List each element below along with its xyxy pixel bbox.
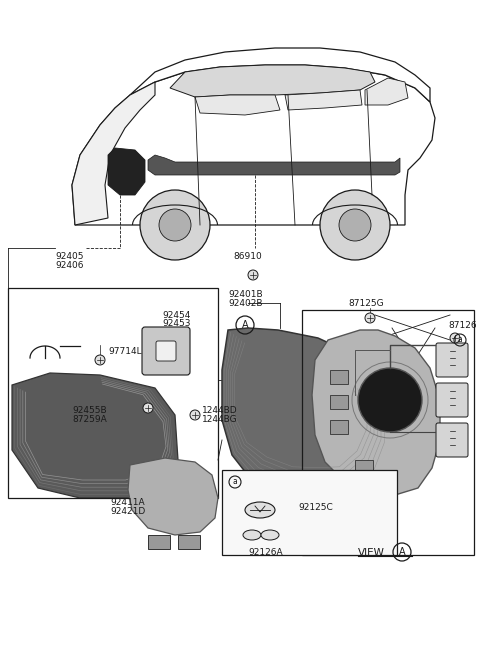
Circle shape [190,410,200,420]
Polygon shape [285,90,362,110]
Text: A: A [399,547,405,557]
Ellipse shape [243,530,261,540]
Text: a: a [457,336,462,344]
Polygon shape [195,95,280,115]
Text: 87126: 87126 [448,321,477,330]
Circle shape [320,190,390,260]
FancyBboxPatch shape [436,423,468,457]
FancyBboxPatch shape [436,343,468,377]
Text: a: a [233,478,238,486]
Circle shape [95,355,105,365]
Ellipse shape [245,502,275,518]
Polygon shape [128,458,218,535]
Polygon shape [72,82,155,225]
Text: 92402B: 92402B [228,299,263,308]
Polygon shape [108,148,145,195]
Bar [355,460,373,474]
Bar [330,370,348,384]
Text: 92453: 92453 [162,319,191,328]
Polygon shape [312,330,440,495]
FancyBboxPatch shape [436,383,468,417]
Text: 1244BG: 1244BG [202,415,238,424]
Bar [148,535,170,549]
Text: 92406: 92406 [55,261,84,270]
Bar [330,395,348,409]
Circle shape [248,270,258,280]
Circle shape [143,403,153,413]
Polygon shape [130,48,430,102]
Bar [355,478,373,492]
Bar [330,420,348,434]
Text: 86910: 86910 [233,252,262,261]
Text: 92401B: 92401B [228,290,263,299]
Circle shape [365,313,375,323]
Bar [178,535,200,549]
FancyBboxPatch shape [142,327,190,375]
Bar [8,288,218,498]
Polygon shape [170,65,375,97]
Circle shape [159,209,191,241]
Ellipse shape [261,530,279,540]
Circle shape [140,190,210,260]
Text: A: A [242,320,248,330]
Polygon shape [148,155,400,175]
Text: 92125C: 92125C [298,503,333,512]
Text: 92455B: 92455B [72,406,107,415]
Polygon shape [12,373,178,498]
Text: VIEW: VIEW [358,548,385,558]
Text: 92126A: 92126A [248,548,283,557]
FancyBboxPatch shape [156,341,176,361]
Circle shape [339,209,371,241]
Text: 92405: 92405 [55,252,84,261]
Text: 97714L: 97714L [108,348,142,357]
Circle shape [450,333,460,343]
Text: 92411A: 92411A [110,498,144,507]
Polygon shape [222,328,390,497]
Text: 92454: 92454 [162,311,191,320]
Circle shape [358,368,422,432]
Polygon shape [72,65,435,225]
Text: 1244BD: 1244BD [202,406,238,415]
Polygon shape [365,78,408,105]
Text: 87125G: 87125G [348,299,384,308]
Bar [222,470,397,555]
Text: 87259A: 87259A [72,415,107,424]
Bar [302,310,474,555]
Text: 92421D: 92421D [110,507,145,516]
